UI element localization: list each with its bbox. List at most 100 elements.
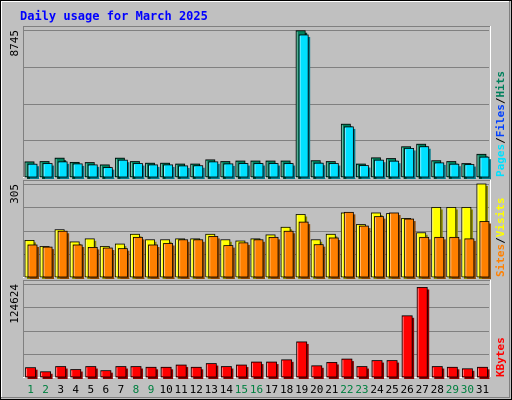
bar-kbytes-day-15-face — [236, 364, 247, 378]
bar-kbytes-day-27-face — [416, 287, 428, 378]
bar-pages-day-13 — [208, 161, 220, 179]
y-tick-label: 8745 — [8, 30, 21, 57]
day-label-10: 10 — [159, 383, 172, 396]
bar-kbytes-day-16 — [251, 361, 264, 379]
bar-pages-day-10-face — [163, 164, 173, 178]
day-label-6: 6 — [103, 383, 110, 396]
bar-pages-day-12 — [193, 165, 205, 179]
day-label-19: 19 — [295, 383, 308, 396]
bar-kbytes-day-6 — [100, 370, 113, 379]
bar-sites-day-26-face — [404, 218, 415, 278]
legend-part: Pages — [494, 144, 507, 177]
bar-pages-day-13-face — [208, 161, 219, 178]
bar-sites-day-20-face — [313, 244, 324, 278]
bar-pages-day-11-face — [178, 165, 189, 178]
bar-pages-day-1-face — [27, 163, 38, 178]
bar-kbytes-day-2 — [40, 371, 53, 379]
day-label-8: 8 — [133, 383, 140, 396]
bar-pages-day-18 — [283, 163, 296, 179]
bar-kbytes-day-21 — [326, 362, 339, 379]
bar-sites-day-5-face — [87, 247, 98, 278]
bar-kbytes-day-24 — [371, 360, 385, 379]
bar-pages-day-8-face — [133, 163, 143, 178]
bar-kbytes-day-3-face — [55, 366, 67, 378]
bar-kbytes-day-8 — [130, 366, 143, 379]
bar-sites-day-2 — [42, 246, 55, 279]
legend-part: Sites — [494, 244, 507, 277]
bar-sites-day-7-face — [117, 248, 128, 278]
bar-pages-day-19-face — [298, 34, 309, 178]
day-label-30: 30 — [461, 383, 474, 396]
bar-kbytes-day-31-face — [477, 366, 488, 378]
day-label-5: 5 — [87, 383, 94, 396]
day-label-28: 28 — [431, 383, 444, 396]
chart-panels: 8745Pages/Files/Hits305Sites/Visits12462… — [8, 26, 507, 379]
bar-kbytes-day-6-face — [100, 370, 112, 378]
bar-kbytes-day-5-face — [85, 366, 97, 378]
bar-kbytes-day-31 — [477, 366, 490, 379]
bar-kbytes-day-9 — [145, 366, 159, 379]
legend-part: / — [494, 237, 507, 244]
bar-pages-day-12-face — [193, 165, 204, 178]
bar-kbytes-day-29 — [446, 366, 460, 379]
bar-sites-day-4-face — [72, 244, 83, 278]
bar-sites-day-10 — [163, 243, 175, 279]
bar-pages-day-9-face — [148, 164, 158, 178]
day-label-2: 2 — [42, 383, 49, 396]
bar-pages-day-11 — [178, 165, 190, 179]
bar-sites-day-4 — [72, 244, 85, 279]
bar-pages-day-6-face — [102, 167, 113, 178]
bar-sites-day-16-face — [253, 239, 264, 278]
day-label-12: 12 — [190, 383, 203, 396]
bar-sites-day-17-face — [268, 236, 279, 278]
bar-pages-day-30 — [464, 164, 476, 179]
bar-kbytes-day-21-face — [326, 362, 338, 378]
day-label-14: 14 — [220, 383, 234, 396]
day-label-29: 29 — [446, 383, 459, 396]
day-label-26: 26 — [401, 383, 414, 396]
bar-pages-day-23-face — [359, 165, 369, 178]
bar-kbytes-day-11 — [175, 364, 189, 379]
bar-kbytes-day-25 — [386, 360, 400, 379]
bar-pages-day-25-face — [389, 160, 399, 178]
day-label-23: 23 — [355, 383, 368, 396]
bar-sites-day-30-face — [464, 238, 475, 278]
bar-pages-day-25 — [389, 160, 401, 179]
bar-pages-day-16 — [253, 163, 265, 179]
bar-kbytes-day-16-face — [251, 361, 262, 378]
bar-kbytes-day-14-face — [220, 366, 232, 378]
series-legend: Sites/Visits — [494, 198, 507, 278]
bar-pages-day-22 — [343, 126, 356, 179]
bar-sites-day-28 — [434, 236, 446, 279]
bar-pages-day-17 — [268, 163, 281, 179]
bar-sites-day-25 — [389, 212, 401, 279]
legend-part: / — [494, 97, 507, 104]
bar-sites-day-10-face — [163, 243, 173, 278]
bar-pages-day-2-face — [42, 163, 53, 178]
bar-pages-day-27-face — [419, 146, 430, 178]
series-legend: Pages/Files/Hits — [494, 71, 507, 177]
bar-pages-day-7-face — [117, 159, 128, 178]
day-label-16: 16 — [250, 383, 263, 396]
bar-pages-day-6 — [102, 167, 115, 179]
bar-kbytes-day-14 — [220, 366, 234, 379]
day-label-9: 9 — [148, 383, 155, 396]
bar-kbytes-day-5 — [85, 366, 98, 379]
bar-pages-day-15 — [238, 163, 250, 179]
bar-kbytes-day-10 — [160, 366, 174, 379]
bar-pages-day-26-face — [404, 148, 415, 178]
day-label-31: 31 — [476, 383, 489, 396]
bar-sites-day-18-face — [283, 230, 294, 278]
bar-sites-day-3-face — [57, 230, 68, 278]
bar-kbytes-day-19-face — [296, 341, 308, 378]
bar-kbytes-day-4 — [70, 369, 83, 379]
bar-kbytes-day-28-face — [431, 366, 443, 378]
day-label-22: 22 — [340, 383, 353, 396]
bar-sites-day-17 — [268, 236, 281, 279]
bar-sites-day-21 — [328, 237, 341, 279]
day-axis-labels: 1 2 3 4 5 6 7 8 9 10 11 12 13 14 15 16 17 18 19 20 21 22 23 24 2… — [27, 383, 489, 396]
bar-sites-day-9 — [148, 244, 160, 279]
bar-sites-day-6 — [102, 247, 115, 279]
